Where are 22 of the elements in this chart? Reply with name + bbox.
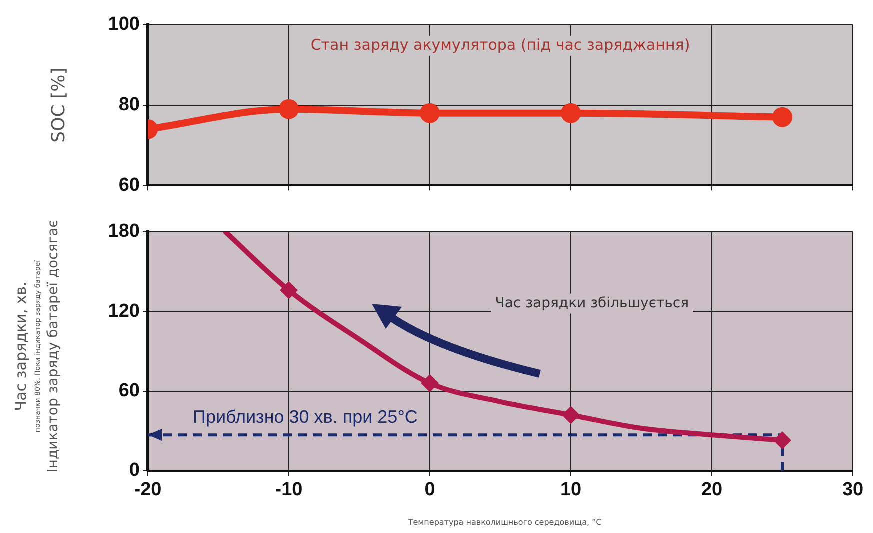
y-tick-label: 120 [108, 300, 140, 322]
point [561, 103, 581, 124]
annotation: Час зарядки збільшується [495, 295, 690, 312]
y-tick-label: 100 [108, 14, 140, 36]
point [420, 103, 440, 124]
y-tick-label: 60 [118, 174, 140, 196]
point [279, 99, 299, 120]
x-axis-title: Температура навколишнього середовища, °C [407, 518, 602, 528]
y-tick-label: 80 [118, 94, 140, 116]
y-tick-label: 60 [118, 380, 140, 402]
x-tick-label: -10 [275, 480, 303, 501]
x-tick-label: 30 [842, 480, 864, 501]
y-tick-label: 180 [108, 221, 140, 242]
x-tick-label: -20 [134, 480, 162, 501]
ref-line-label: Приблизно 30 хв. при 25°C [193, 407, 418, 428]
y-axis-title: SOC [%] [48, 68, 70, 143]
point [772, 107, 792, 128]
x-tick-label: 20 [701, 480, 723, 501]
x-tick-label: 0 [424, 480, 436, 501]
x-tick-label: 10 [560, 480, 582, 501]
annotation: Стан заряду акумулятора (під час заряджання) [310, 36, 690, 54]
y-tick-label: 0 [129, 460, 140, 482]
